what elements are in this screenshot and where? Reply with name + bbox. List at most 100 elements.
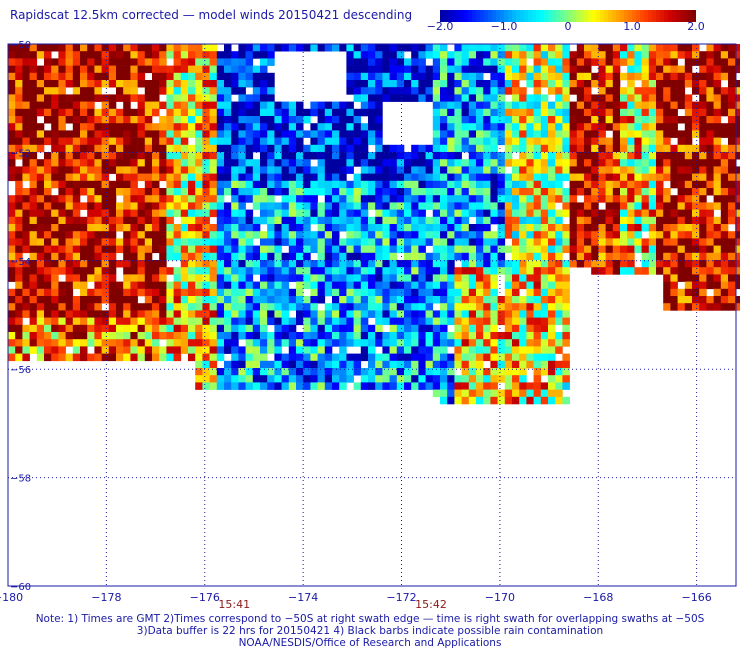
swath-cell: [72, 80, 81, 88]
swath-cell: [65, 288, 74, 297]
swath-cell: [684, 65, 693, 74]
swath-cell: [418, 346, 426, 354]
swath-cell: [382, 274, 390, 282]
swath-cell: [51, 317, 59, 326]
swath-cell: [51, 339, 59, 347]
swath-cell: [267, 159, 275, 167]
swath-cell: [87, 274, 95, 282]
swath-cell: [353, 216, 362, 225]
swath-cell: [353, 310, 362, 318]
swath-cell: [15, 224, 23, 232]
swath-cell: [620, 123, 628, 131]
colorbar-segment: [440, 10, 445, 22]
swath-cell: [353, 72, 362, 81]
notes: Note: 1) Times are GMT 2)Times correspon…: [0, 613, 740, 649]
swath-cell: [620, 87, 628, 95]
swath-cell: [281, 188, 290, 196]
swath-cell: [432, 231, 441, 239]
swath-cell: [627, 94, 635, 102]
swath-cell: [555, 288, 563, 297]
swath-cell: [317, 245, 326, 254]
swath-cell: [22, 195, 30, 203]
swath-cell: [641, 260, 650, 268]
swath-cell: [188, 346, 196, 354]
swath-cell: [58, 245, 66, 254]
swath-cell: [245, 72, 254, 81]
swath-cell: [562, 238, 570, 246]
swath-cell: [108, 209, 117, 218]
swath-cell: [512, 224, 520, 232]
swath-cell: [202, 332, 210, 340]
swath-cell: [735, 166, 740, 174]
swath-cell: [274, 130, 282, 138]
colorbar-segment: [556, 10, 561, 22]
swath-cell: [58, 353, 66, 362]
swath-cell: [368, 216, 376, 225]
swath-cell: [29, 216, 38, 225]
swath-cell: [44, 267, 52, 275]
swath-cell: [576, 202, 585, 210]
swath-cell: [29, 152, 38, 160]
swath-cell: [728, 51, 736, 59]
swath-cell: [94, 188, 102, 196]
swath-cell: [404, 252, 412, 261]
swath-cell: [548, 80, 556, 88]
swath-cell: [36, 180, 45, 189]
swath-cell: [360, 137, 369, 146]
swath-cell: [375, 108, 383, 117]
swath-cell: [605, 123, 614, 131]
swath-cell: [612, 224, 621, 232]
swath-cell: [555, 224, 563, 232]
swath-cell: [533, 65, 542, 74]
swath-cell: [188, 238, 196, 246]
swath-cell: [512, 166, 520, 174]
swath-cell: [533, 180, 542, 189]
swath-cell: [94, 303, 102, 311]
swath-cell: [620, 58, 628, 66]
swath-cell: [562, 188, 570, 196]
swath-cell: [144, 80, 153, 88]
swath-cell: [627, 202, 635, 210]
swath-cell: [202, 231, 210, 239]
swath-cell: [389, 274, 398, 282]
swath-cell: [159, 152, 167, 160]
swath-cell: [533, 87, 542, 95]
swath-cell: [454, 396, 462, 405]
swath-cell: [526, 224, 534, 232]
swath-cell: [461, 353, 470, 362]
swath-cell: [584, 152, 592, 160]
swath-cell: [94, 137, 102, 146]
swath-cell: [425, 238, 434, 246]
swath-cell: [332, 130, 340, 138]
swath-cell: [288, 209, 297, 218]
swath-cell: [454, 317, 462, 326]
swath-cell: [389, 216, 398, 225]
swath-cell: [375, 72, 383, 81]
swath-cell: [555, 375, 563, 383]
swath-cell: [519, 44, 527, 52]
swath-cell: [36, 274, 45, 282]
swath-cell: [605, 144, 614, 153]
swath-cell: [497, 310, 506, 318]
swath-cell: [94, 94, 102, 102]
swath-cell: [288, 245, 297, 254]
swath-cell: [94, 72, 102, 81]
swath-cell: [490, 317, 498, 326]
swath-cell: [490, 159, 498, 167]
swath-cell: [526, 274, 534, 282]
swath-cell: [670, 101, 678, 110]
swath-cell: [548, 324, 556, 333]
swath-cell: [512, 173, 520, 182]
swath-cell: [483, 209, 491, 218]
swath-cell: [267, 382, 275, 390]
swath-cell: [159, 346, 167, 354]
swath-cell: [555, 137, 563, 146]
swath-cell: [245, 188, 254, 196]
swath-cell: [425, 180, 434, 189]
swath-cell: [317, 368, 326, 376]
swath-cell: [641, 123, 650, 131]
swath-cell: [548, 87, 556, 95]
swath-cell: [296, 202, 304, 210]
swath-cell: [188, 216, 196, 225]
swath-cell: [108, 188, 117, 196]
